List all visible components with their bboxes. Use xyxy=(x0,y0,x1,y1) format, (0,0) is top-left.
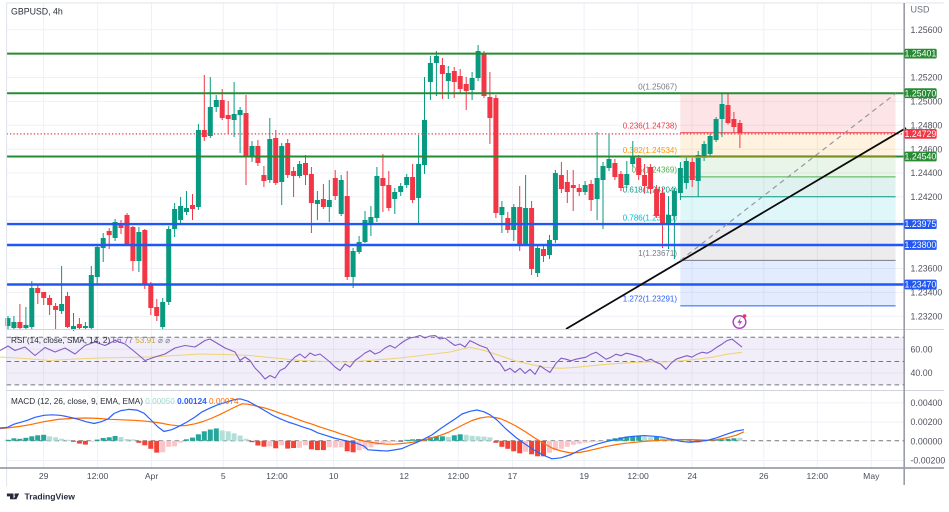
svg-text:1(1.23671): 1(1.23671) xyxy=(638,249,677,258)
svg-text:1.23470: 1.23470 xyxy=(904,280,936,290)
svg-text:1.23600: 1.23600 xyxy=(911,264,943,274)
svg-text:Apr: Apr xyxy=(145,471,159,481)
svg-text:1.25070: 1.25070 xyxy=(904,88,936,98)
svg-text:0.618(1.24204): 0.618(1.24204) xyxy=(623,186,678,195)
svg-text:10: 10 xyxy=(329,471,339,481)
svg-text:1.24600: 1.24600 xyxy=(911,144,943,154)
svg-text:12:00: 12:00 xyxy=(266,471,288,481)
svg-text:1.25600: 1.25600 xyxy=(911,25,943,35)
svg-text:60.00: 60.00 xyxy=(911,344,933,354)
svg-text:12:00: 12:00 xyxy=(448,471,470,481)
svg-text:0.00000: 0.00000 xyxy=(911,436,943,446)
svg-text:19: 19 xyxy=(579,471,589,481)
svg-text:12: 12 xyxy=(399,471,409,481)
svg-text:1.24400: 1.24400 xyxy=(911,168,943,178)
svg-text:1.23975: 1.23975 xyxy=(904,219,936,229)
svg-text:26: 26 xyxy=(759,471,769,481)
svg-text:40.00: 40.00 xyxy=(911,368,933,378)
svg-text:0.5(1.24369): 0.5(1.24369) xyxy=(632,166,678,175)
svg-text:1.24540: 1.24540 xyxy=(904,152,936,162)
svg-text:29: 29 xyxy=(39,471,49,481)
svg-text:1.25200: 1.25200 xyxy=(911,73,943,83)
svg-text:1.24729: 1.24729 xyxy=(904,129,936,139)
svg-text:1.23800: 1.23800 xyxy=(904,240,936,250)
svg-text:0(1.25067): 0(1.25067) xyxy=(638,82,677,91)
svg-text:12:00: 12:00 xyxy=(807,471,829,481)
svg-text:1.25000: 1.25000 xyxy=(911,97,943,107)
svg-text:24: 24 xyxy=(687,471,697,481)
svg-text:0.236(1.24738): 0.236(1.24738) xyxy=(623,122,678,131)
svg-text:5: 5 xyxy=(221,471,226,481)
svg-text:USD: USD xyxy=(911,4,931,14)
svg-text:0.00400: 0.00400 xyxy=(911,398,943,408)
svg-text:1.23400: 1.23400 xyxy=(911,288,943,298)
svg-text:TradingView: TradingView xyxy=(25,491,76,501)
svg-text:0.00200: 0.00200 xyxy=(911,417,943,427)
svg-text:GBPUSD, 4h: GBPUSD, 4h xyxy=(11,7,63,17)
svg-text:RSI (14, close, SMA, 14, 2) 56: RSI (14, close, SMA, 14, 2) 56.77 53.91 … xyxy=(11,336,170,345)
svg-text:1.23200: 1.23200 xyxy=(911,311,943,321)
svg-text:MACD (12, 26, close, 9, EMA, E: MACD (12, 26, close, 9, EMA, EMA) 0.0005… xyxy=(11,397,239,406)
svg-text:May: May xyxy=(863,471,880,481)
svg-text:12:00: 12:00 xyxy=(627,471,649,481)
svg-text:1.25401: 1.25401 xyxy=(904,49,936,59)
svg-text:0.382(1.24534): 0.382(1.24534) xyxy=(623,146,678,155)
svg-text:1.272(1.23291): 1.272(1.23291) xyxy=(623,295,678,304)
svg-text:12:00: 12:00 xyxy=(87,471,109,481)
svg-text:17: 17 xyxy=(508,471,518,481)
svg-text:1.24200: 1.24200 xyxy=(911,192,943,202)
svg-text:-0.00200: -0.00200 xyxy=(911,456,946,466)
svg-text:0.786(1.23970): 0.786(1.23970) xyxy=(623,214,678,223)
svg-text:1.24800: 1.24800 xyxy=(911,120,943,130)
